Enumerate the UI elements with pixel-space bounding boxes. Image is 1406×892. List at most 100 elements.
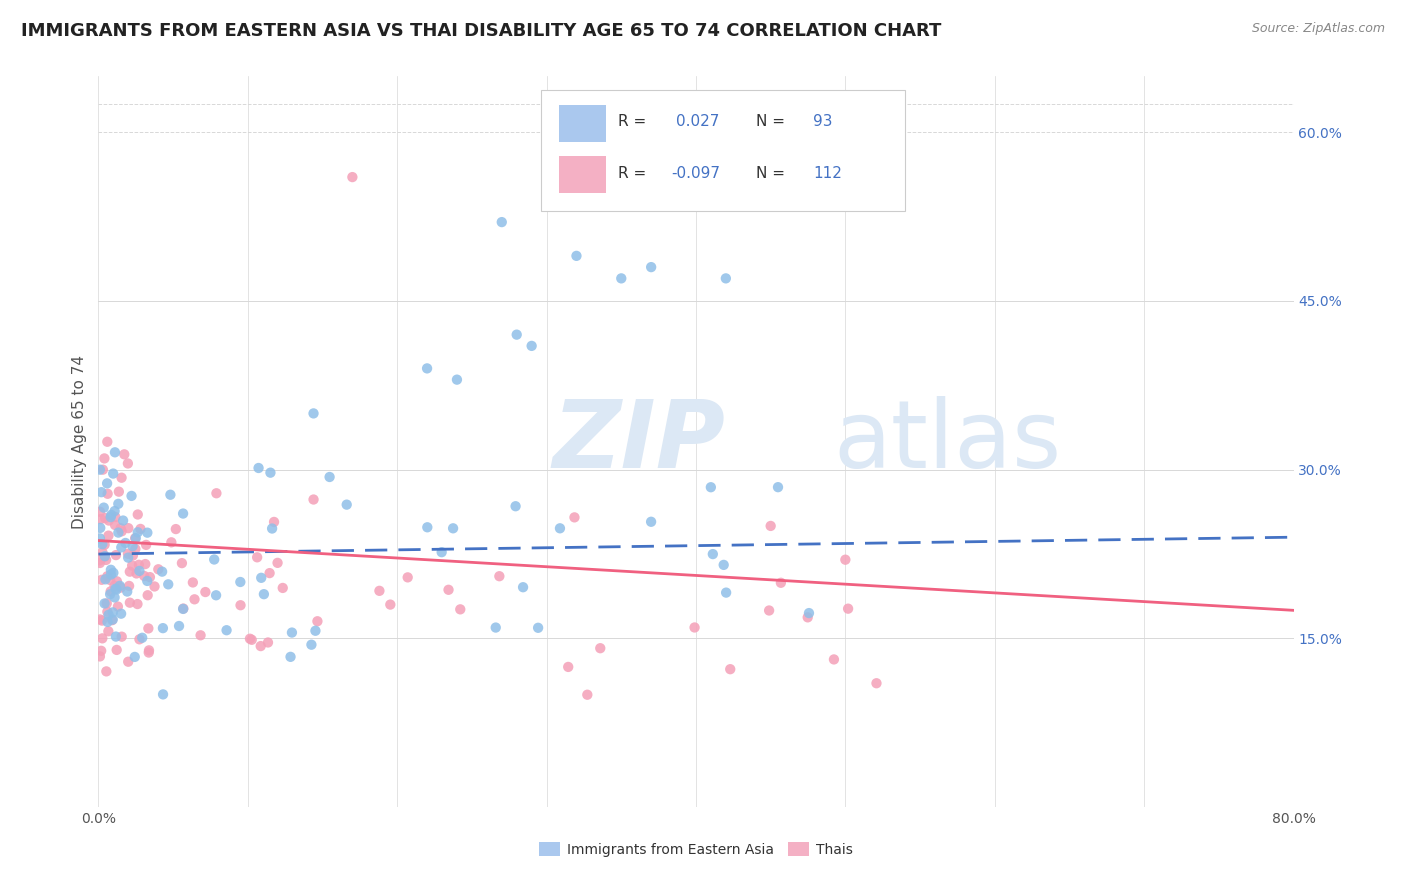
Text: R =: R = (619, 114, 651, 129)
Point (215, 624, 238, 638)
Text: 0.027: 0.027 (676, 114, 718, 129)
Point (89, 612, 111, 626)
Point (104, 445, 127, 459)
Point (700, 480, 723, 494)
Point (89, 556, 111, 570)
Point (759, 519, 782, 533)
Y-axis label: Disability Age 65 to 74: Disability Age 65 to 74 (72, 354, 87, 529)
Point (136, 525, 159, 540)
Point (122, 549, 145, 563)
Point (148, 562, 170, 576)
Point (253, 587, 276, 601)
Point (105, 643, 128, 657)
Point (110, 581, 132, 595)
Text: N =: N = (756, 166, 790, 180)
Point (416, 520, 439, 534)
Point (491, 215, 513, 229)
Point (640, 515, 662, 529)
Point (121, 539, 143, 553)
Point (150, 565, 173, 579)
Point (114, 536, 136, 550)
Point (205, 486, 228, 500)
Point (89, 532, 111, 546)
Point (640, 260, 662, 274)
FancyBboxPatch shape (558, 105, 606, 142)
Text: R =: R = (619, 166, 651, 180)
Point (112, 447, 135, 461)
Point (797, 606, 820, 620)
Point (136, 574, 159, 588)
Point (250, 571, 273, 585)
Point (766, 480, 789, 494)
Point (172, 601, 194, 615)
Point (104, 510, 127, 524)
Point (183, 592, 205, 607)
Point (97, 624, 120, 639)
Point (263, 515, 285, 529)
Point (205, 588, 228, 602)
Point (259, 566, 281, 580)
Point (97, 607, 120, 622)
Point (125, 531, 148, 545)
Point (89, 463, 111, 477)
Point (302, 492, 325, 507)
Point (104, 548, 127, 562)
Point (262, 522, 284, 536)
Point (97, 514, 120, 528)
Point (127, 525, 149, 540)
FancyBboxPatch shape (558, 156, 606, 193)
Point (240, 632, 263, 647)
Point (90, 512, 112, 526)
Point (702, 547, 724, 561)
Point (246, 550, 269, 565)
Point (336, 498, 359, 512)
Point (108, 484, 131, 499)
Point (505, 500, 527, 514)
Legend: Immigrants from Eastern Asia, Thais: Immigrants from Eastern Asia, Thais (534, 837, 858, 863)
Point (118, 579, 141, 593)
Point (121, 489, 143, 503)
Point (485, 621, 508, 635)
Point (304, 624, 326, 638)
Point (127, 597, 149, 611)
Point (105, 582, 128, 597)
Point (93, 500, 115, 515)
Point (96, 596, 118, 610)
Point (129, 522, 152, 536)
Point (96, 476, 118, 491)
Point (90, 644, 112, 658)
Point (100, 508, 122, 522)
Point (576, 688, 599, 702)
Point (124, 541, 146, 556)
Point (107, 599, 129, 614)
Point (110, 541, 132, 555)
Point (865, 676, 887, 690)
Point (104, 630, 127, 644)
Point (127, 508, 149, 522)
Point (167, 619, 190, 633)
Point (94, 511, 117, 525)
Point (134, 569, 156, 583)
Point (136, 588, 159, 602)
Point (170, 556, 193, 570)
Point (714, 585, 737, 599)
Point (89, 505, 111, 519)
Point (100, 510, 122, 524)
Point (94, 549, 117, 564)
Text: Source: ZipAtlas.com: Source: ZipAtlas.com (1251, 22, 1385, 36)
Point (823, 652, 845, 666)
Point (527, 621, 550, 635)
Point (683, 620, 706, 634)
Point (160, 535, 183, 549)
Point (111, 630, 134, 644)
Point (834, 552, 856, 566)
Point (128, 558, 150, 572)
Point (548, 521, 571, 535)
Point (131, 631, 153, 645)
Point (100, 563, 122, 577)
Point (101, 613, 124, 627)
Point (266, 556, 288, 570)
Point (565, 249, 588, 263)
Point (112, 514, 135, 528)
Point (91, 537, 114, 551)
